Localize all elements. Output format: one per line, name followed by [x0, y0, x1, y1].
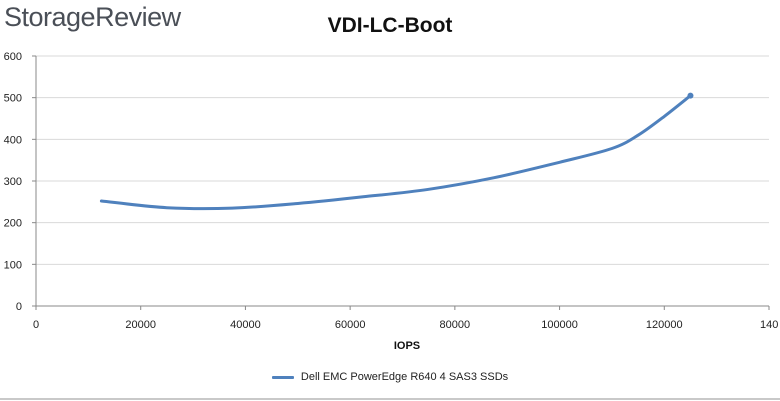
- chart-title: VDI-LC-Boot: [327, 14, 453, 37]
- x-tick-label: 0: [33, 319, 39, 331]
- y-tick-label: 200: [4, 218, 22, 230]
- series-line-0: [99, 94, 692, 211]
- bottom-divider: [0, 398, 780, 400]
- x-tick-label: 100000: [541, 319, 578, 331]
- storagereview-logo: StorageReview: [4, 2, 181, 32]
- y-tick-label: 100: [4, 259, 22, 271]
- series-lines: [99, 92, 694, 211]
- y-tick-label: 300: [4, 176, 22, 188]
- y-tick-label: 400: [4, 134, 22, 146]
- x-tick-label: 60000: [335, 319, 366, 331]
- series-end-point: [687, 92, 694, 99]
- x-tick-label: 120000: [646, 319, 683, 331]
- legend-swatch: [271, 375, 294, 379]
- y-tick-label: 600: [4, 51, 22, 63]
- x-tick-label: 20000: [125, 319, 156, 331]
- x-tick-label: 80000: [440, 319, 471, 331]
- x-tick-label: 40000: [230, 319, 261, 331]
- legend: Dell EMC PowerEdge R640 4 SAS3 SSDs: [0, 371, 780, 383]
- y-tick-label: 500: [4, 93, 22, 105]
- x-tick-label: 140: [760, 319, 778, 331]
- y-tick-label: 0: [16, 301, 22, 313]
- tick-labels: 0 100 200 300 400 500 600 0 20000 40000 60000 80000…: [4, 51, 779, 331]
- gridlines: [36, 55, 769, 265]
- axes: [32, 55, 770, 310]
- x-axis-label: IOPS: [394, 340, 420, 352]
- legend-entry: Dell EMC PowerEdge R640 4 SAS3 SSDs: [300, 371, 509, 383]
